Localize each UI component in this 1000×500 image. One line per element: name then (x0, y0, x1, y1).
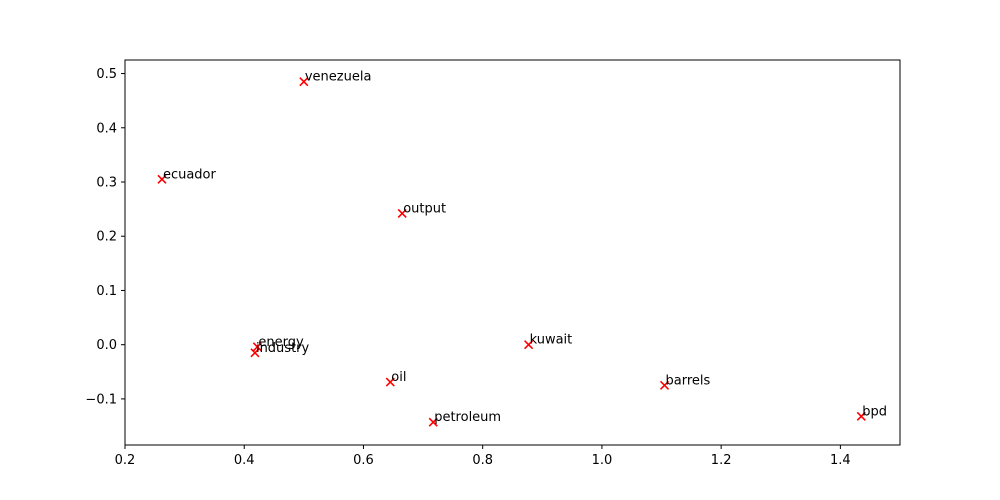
x-marker (299, 77, 309, 87)
data-point-venezuela: venezuela (299, 70, 372, 87)
y-tick-label: 0.3 (96, 176, 117, 191)
x-axis: 0.2 0.4 0.6 0.8 1.0 1.2 1.4 (115, 445, 851, 468)
point-label: kuwait (530, 333, 573, 348)
data-point-ecuador: ecuador (157, 167, 217, 184)
y-tick-label: 0.1 (96, 284, 117, 299)
data-point-barrels: barrels (659, 373, 711, 390)
x-marker (397, 208, 407, 219)
point-label: energy (258, 335, 304, 350)
x-marker (157, 174, 167, 184)
x-marker (385, 377, 395, 387)
x-marker (250, 348, 260, 358)
point-label: oil (391, 370, 406, 385)
x-tick-label: 0.2 (115, 453, 136, 468)
point-label: barrels (666, 373, 711, 388)
point-label: ecuador (163, 167, 217, 182)
x-tick-label: 1.4 (830, 453, 851, 468)
data-point-bpd: bpd (856, 404, 887, 421)
data-point-energy: energy (252, 335, 304, 352)
point-label: venezuela (305, 70, 372, 85)
data-point-petroleum: petroleum (428, 410, 501, 427)
x-marker (428, 417, 438, 427)
x-tick-label: 1.0 (592, 453, 613, 468)
data-point-output: output (397, 201, 446, 219)
y-tick-label: 0.5 (96, 67, 117, 82)
x-marker (659, 380, 670, 390)
data-point-oil: oil (385, 370, 406, 387)
x-tick-label: 0.6 (353, 453, 374, 468)
x-marker (856, 411, 866, 421)
x-marker (524, 340, 534, 350)
data-point-kuwait: kuwait (524, 333, 573, 350)
point-label: industry (256, 341, 310, 356)
x-tick-label: 0.8 (472, 453, 493, 468)
plot-frame (124, 59, 901, 446)
y-tick-label: 0.0 (96, 338, 117, 353)
point-label: output (403, 201, 446, 216)
y-axis: 0.5 0.4 0.3 0.2 0.1 0.0 −0.1 (85, 67, 125, 407)
point-label: petroleum (434, 410, 501, 425)
x-tick-label: 0.4 (234, 453, 255, 468)
point-label: bpd (862, 404, 887, 419)
y-tick-label: −0.1 (85, 392, 117, 407)
y-tick-label: 0.2 (96, 230, 117, 245)
y-tick-label: 0.4 (96, 121, 117, 136)
x-marker (252, 342, 262, 352)
x-tick-label: 1.2 (711, 453, 732, 468)
data-point-industry: industry (250, 341, 310, 358)
